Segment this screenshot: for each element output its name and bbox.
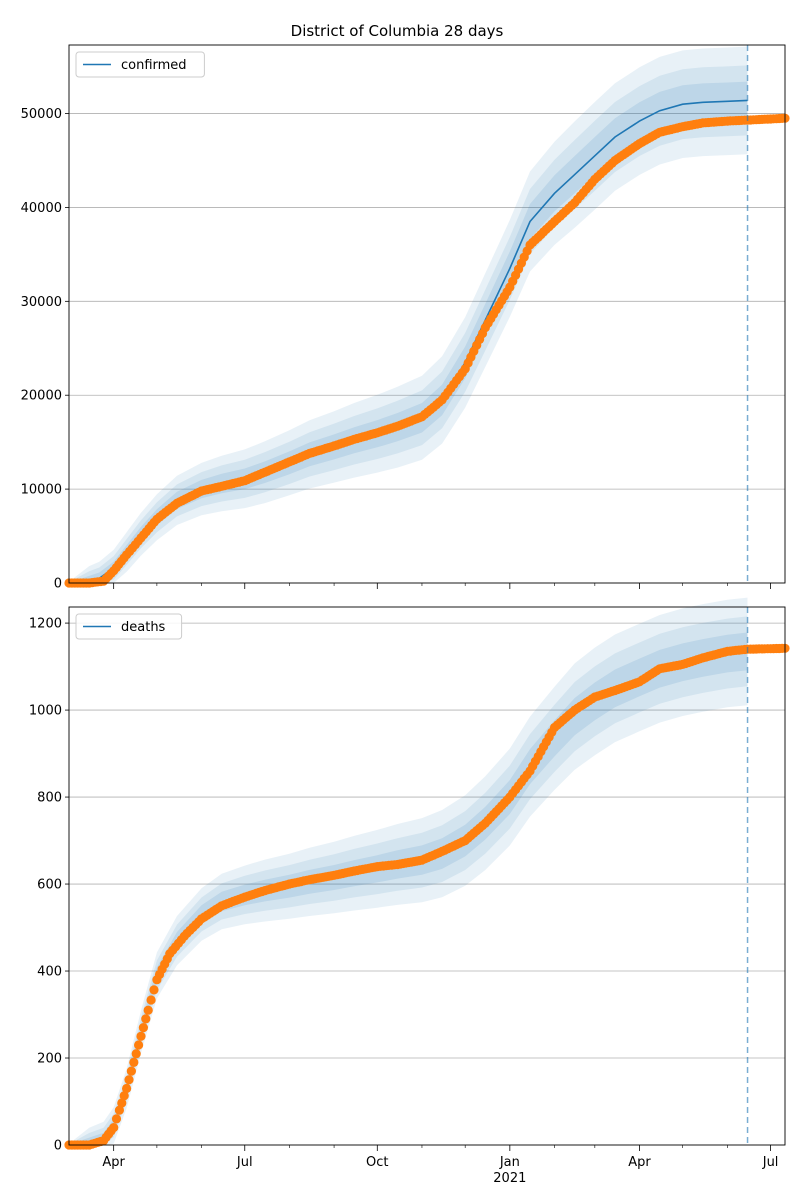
- legend-label: confirmed: [121, 58, 187, 73]
- observed-point: [114, 1105, 124, 1115]
- y-tick-label: 40000: [21, 201, 62, 216]
- y-tick-label: 1000: [29, 704, 62, 719]
- y-tick-label: 1200: [29, 617, 62, 632]
- y-tick-label: 30000: [21, 295, 62, 310]
- x-tick-label: Jul: [236, 1155, 253, 1170]
- observed-point: [111, 1114, 122, 1124]
- x-tick-year-label: 2021: [493, 1171, 526, 1186]
- observed-series: [64, 113, 790, 588]
- observed-point: [117, 1098, 127, 1108]
- observed-series: [64, 643, 790, 1150]
- y-tick-label: 0: [54, 577, 62, 592]
- x-tick-label: Apr: [628, 1155, 651, 1170]
- x-tick-label: Jan: [499, 1155, 520, 1170]
- observed-point: [138, 1023, 148, 1033]
- legend-box: [75, 51, 205, 78]
- y-tick-label: 10000: [21, 483, 62, 498]
- observed-point: [131, 1049, 141, 1059]
- uncertainty-band: [69, 81, 748, 583]
- observed-point: [126, 1066, 136, 1076]
- legend-label: deaths: [121, 620, 166, 635]
- legend-box: [75, 613, 183, 640]
- legend: deaths: [75, 613, 183, 640]
- observed-point: [119, 1091, 129, 1101]
- axes-frame: [68, 606, 786, 1146]
- uncertainty-band: [69, 616, 748, 1145]
- y-tick-label: 800: [37, 791, 62, 806]
- y-tick-label: 600: [37, 878, 62, 893]
- x-tick-label: Apr: [102, 1155, 125, 1170]
- x-tick-label: Oct: [366, 1155, 388, 1170]
- uncertainty-band: [69, 597, 748, 1145]
- observed-point: [149, 985, 159, 995]
- observed-point: [122, 1083, 132, 1094]
- axes-frame: [68, 44, 786, 584]
- observed-point: [109, 1123, 119, 1133]
- observed-point: [143, 1005, 153, 1015]
- observed-point: [134, 1040, 144, 1050]
- confirmed-panel: 0 10000 20000 30000 40000 50000 confirmed: [21, 44, 790, 592]
- observed-point: [124, 1075, 134, 1085]
- y-tick-label: 50000: [21, 107, 62, 122]
- uncertainty-band: [69, 46, 748, 584]
- y-tick-label: 0: [54, 1139, 62, 1154]
- observed-point: [136, 1031, 146, 1041]
- legend: confirmed: [75, 51, 205, 78]
- x-tick-label: Jul: [762, 1155, 779, 1170]
- observed-point: [146, 995, 156, 1005]
- chart-title: District of Columbia 28 days: [291, 22, 504, 40]
- observed-point: [129, 1057, 139, 1067]
- y-tick-label: 20000: [21, 389, 62, 404]
- y-tick-label: 200: [37, 1052, 62, 1067]
- y-tick-label: 400: [37, 965, 62, 980]
- deaths-panel: 0 200 400 600 800 1000 1200 Apr Jul Oct Jan Apr Jul 2…: [29, 597, 790, 1186]
- observed-point: [141, 1014, 151, 1024]
